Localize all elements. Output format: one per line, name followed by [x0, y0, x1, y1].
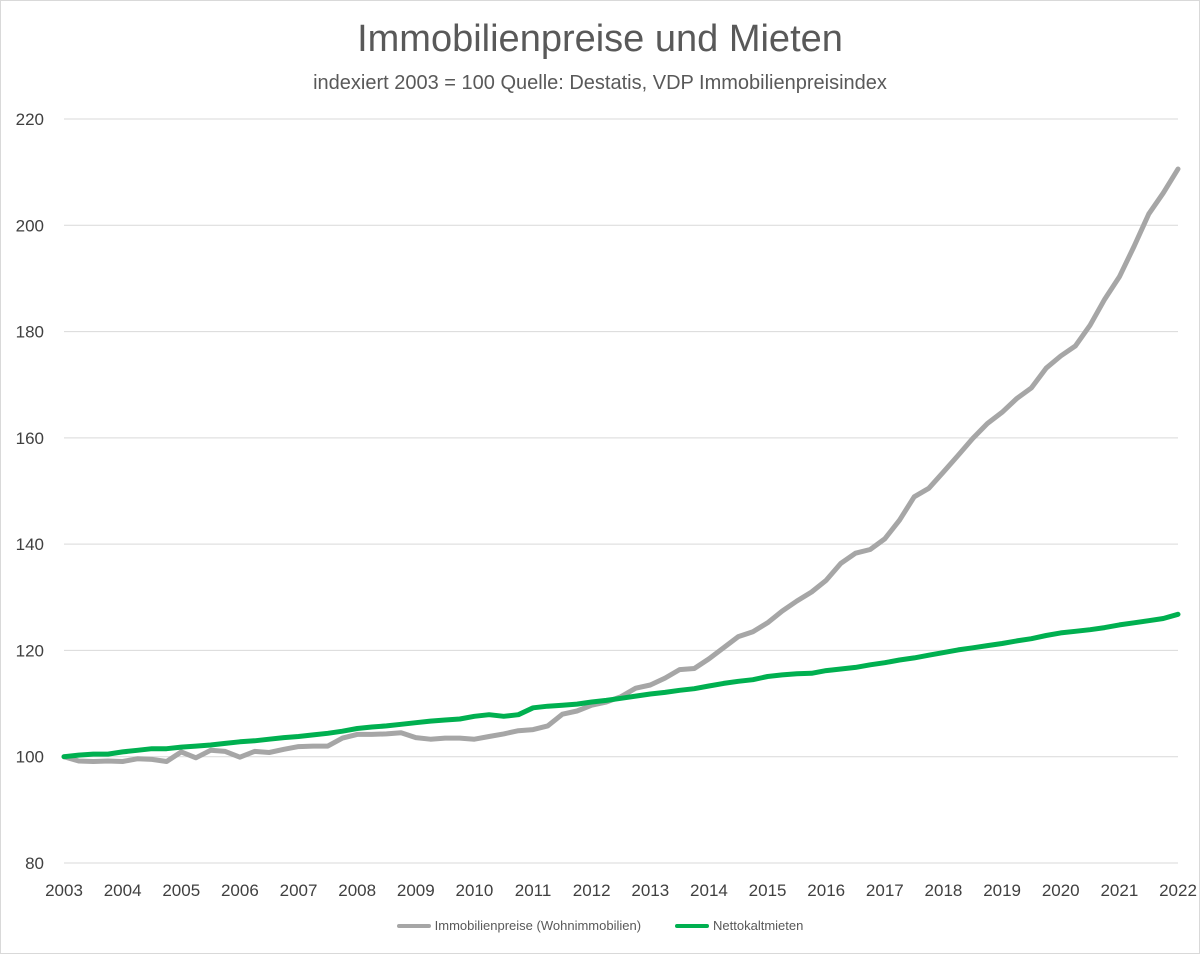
y-tick-label: 80 — [25, 854, 44, 873]
legend: Immobilienpreise (Wohnimmobilien) Nettok… — [0, 918, 1200, 933]
x-tick-label: 2013 — [631, 881, 669, 900]
y-tick-label: 180 — [16, 323, 44, 342]
legend-item-immobilienpreise: Immobilienpreise (Wohnimmobilien) — [396, 918, 642, 933]
gridlines — [64, 118, 1178, 864]
x-tick-label: 2016 — [807, 881, 845, 900]
x-tick-label: 2018 — [925, 881, 963, 900]
x-tick-label: 2005 — [162, 881, 200, 900]
x-tick-label: 2011 — [515, 881, 552, 900]
legend-label-immobilienpreise: Immobilienpreise (Wohnimmobilien) — [434, 918, 642, 933]
x-tick-label: 2012 — [573, 881, 611, 900]
x-tick-label: 2004 — [104, 881, 142, 900]
x-tick-label: 2017 — [866, 881, 904, 900]
series-lines — [61, 166, 1181, 764]
series-line-nettokaltmieten — [61, 611, 1181, 760]
x-tick-label: 2015 — [749, 881, 787, 900]
x-tick-label: 2008 — [338, 881, 376, 900]
y-tick-label: 160 — [16, 429, 44, 448]
x-tick-label: 2006 — [221, 881, 259, 900]
series-line-immobilienpreise — [61, 166, 1181, 764]
y-tick-label: 200 — [16, 216, 44, 235]
x-tick-label: 2019 — [983, 881, 1021, 900]
y-tick-label: 220 — [16, 110, 44, 129]
legend-item-nettokaltmieten: Nettokaltmieten — [675, 918, 803, 933]
legend-label-nettokaltmieten: Nettokaltmieten — [713, 918, 804, 933]
x-tick-label: 2003 — [45, 881, 83, 900]
y-tick-label: 120 — [16, 641, 44, 660]
chart-subtitle: indexiert 2003 = 100 Quelle: Destatis, V… — [313, 72, 887, 94]
legend-swatch-immobilienpreise — [396, 923, 431, 928]
y-tick-label: 100 — [16, 748, 44, 767]
x-axis-ticks: 2003 2004 2005 2006 2007 2008 2009 2010 2011 2012… — [45, 881, 1197, 900]
y-tick-label: 140 — [16, 535, 44, 554]
x-tick-label: 2022 — [1159, 881, 1197, 900]
legend-swatch-nettokaltmieten — [675, 923, 710, 928]
y-axis-ticks: 80 100 120 140 160 180 200 220 — [16, 110, 44, 873]
x-tick-label: 2021 — [1100, 881, 1138, 900]
x-tick-label: 2009 — [397, 881, 435, 900]
x-tick-label: 2010 — [456, 881, 494, 900]
chart-title: Immobilienpreise und Mieten — [357, 18, 843, 60]
x-tick-label: 2020 — [1042, 881, 1080, 900]
x-tick-label: 2014 — [690, 881, 728, 900]
x-tick-label: 2007 — [280, 881, 318, 900]
